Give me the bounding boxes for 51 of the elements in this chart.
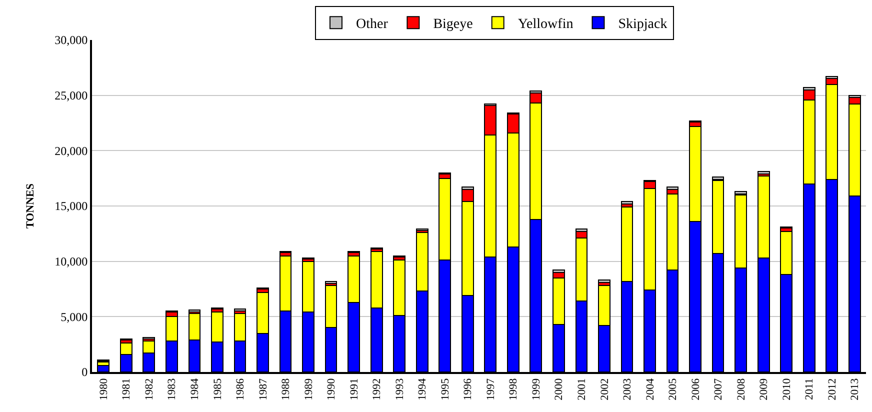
x-tick-label: 1998 [508, 378, 520, 400]
x-tick-label: 2001 [576, 378, 588, 400]
x-tick-label: 2005 [667, 378, 680, 400]
x-tick-label: 2006 [690, 378, 702, 400]
y-tick-label: 0 [82, 365, 88, 380]
x-tick-label: 1987 [257, 378, 270, 400]
bar [620, 201, 634, 204]
x-tick-label: 1992 [371, 378, 384, 400]
x-tick-label: 1989 [302, 378, 315, 400]
x-tick-label: 1993 [394, 378, 406, 400]
legend-label: Yellowfin [518, 17, 574, 32]
bar [324, 280, 338, 284]
x-tick-label: 1994 [416, 378, 429, 400]
x-tick-label: 2008 [735, 378, 748, 400]
x-tick-label: 2004 [644, 378, 656, 400]
x-tick-label: 2010 [780, 378, 793, 400]
x-tick-label: 1988 [280, 378, 292, 400]
x-tick-label: 1983 [166, 378, 178, 400]
y-tick-label: 10,000 [54, 254, 88, 269]
y-axis-title: TONNES [24, 183, 37, 229]
x-tick-label: 1986 [234, 378, 247, 400]
x-tick-label: 1991 [348, 378, 360, 400]
bar [234, 308, 246, 312]
x-tick-label: 1981 [120, 378, 133, 400]
x-tick-label: 1990 [326, 378, 338, 400]
x-tick-label: 2003 [622, 378, 634, 400]
x-tick-label: 1982 [143, 378, 156, 400]
x-tick-label: 1999 [530, 378, 542, 400]
y-tick-label: 15,000 [54, 199, 88, 214]
y-tick-label: 5,000 [60, 310, 88, 324]
x-tick-label: 2012 [826, 378, 838, 400]
x-tick-label: 2007 [712, 378, 725, 400]
y-tick-label: 20,000 [54, 144, 88, 158]
y-tick-label: 30,000 [54, 33, 88, 48]
x-tick-label: 1985 [212, 378, 224, 400]
x-tick-label: 1997 [484, 378, 497, 400]
y-tick-label: 25,000 [54, 88, 88, 103]
x-tick-label: 1980 [98, 378, 110, 400]
x-tick-label: 2011 [804, 378, 816, 400]
legend-label: Other [356, 17, 388, 32]
legend-label: Skipjack [618, 17, 668, 32]
bar [757, 171, 770, 174]
x-tick-label: 2000 [553, 378, 566, 400]
x-tick-label: 2013 [849, 378, 862, 400]
x-tick-label: 2009 [758, 378, 770, 400]
x-tick-label: 2002 [598, 378, 611, 400]
legend-label: Bigeye [433, 17, 473, 32]
x-tick-label: 1995 [439, 378, 452, 400]
x-tick-label: 1984 [189, 378, 202, 400]
bar [598, 280, 610, 283]
x-tick-label: 1996 [462, 378, 474, 400]
